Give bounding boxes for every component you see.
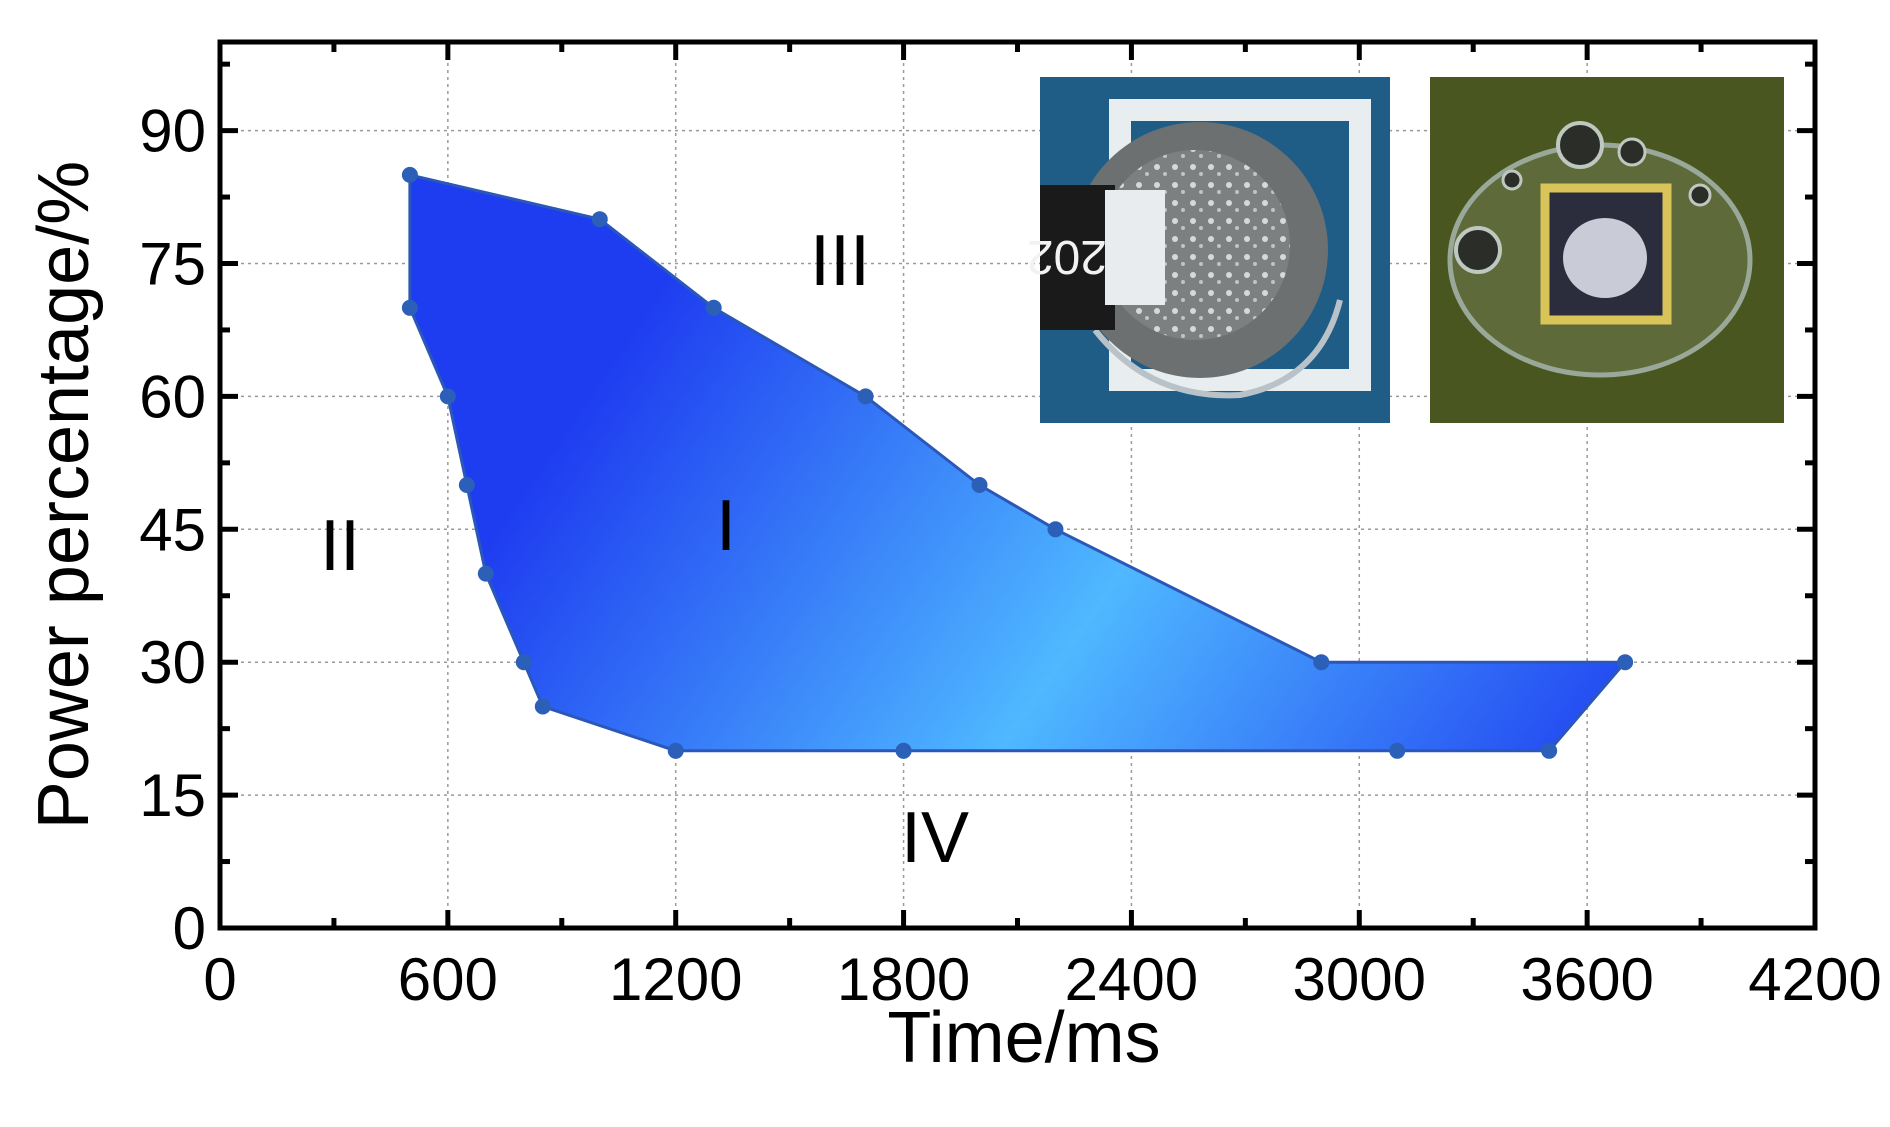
y-tick-label: 75 <box>139 231 206 298</box>
x-tick-label: 2400 <box>1065 946 1198 1013</box>
boundary-point <box>515 654 532 671</box>
region-label-I: I <box>716 486 736 566</box>
x-tick-label: 3000 <box>1293 946 1426 1013</box>
y-tick-label: 60 <box>139 363 206 430</box>
boundary-point <box>477 565 494 582</box>
x-tick-label: 3600 <box>1520 946 1653 1013</box>
y-tick-label: 15 <box>139 762 206 829</box>
x-tick-label: 1800 <box>837 946 970 1013</box>
boundary-point <box>458 477 475 493</box>
inset-photo-resistor: 202 <box>1027 77 1390 423</box>
resistor-marking: 202 <box>1027 230 1107 283</box>
y-tick-label: 90 <box>139 98 206 165</box>
y-tick-label: 30 <box>139 629 206 696</box>
boundary-point <box>1389 742 1406 759</box>
boundary-point <box>1541 742 1558 759</box>
boundary-point <box>1617 654 1634 671</box>
boundary-point <box>1047 521 1064 538</box>
region-label-II: II <box>320 506 360 586</box>
boundary-point <box>401 166 418 183</box>
x-axis-title: Time/ms <box>887 998 1160 1078</box>
boundary-point <box>1313 654 1330 671</box>
boundary-point <box>401 299 418 316</box>
region-label-IV: IV <box>901 798 969 878</box>
x-tick-label: 4200 <box>1748 946 1881 1013</box>
inset-photo-chip <box>1430 77 1784 423</box>
boundary-point <box>971 477 988 493</box>
boundary-point <box>667 742 684 759</box>
boundary-point <box>591 211 608 228</box>
boundary-point <box>439 388 456 405</box>
boundary-point <box>857 388 874 405</box>
x-tick-label: 1200 <box>609 946 742 1013</box>
plot-area <box>401 166 1634 759</box>
y-tick-label: 45 <box>139 496 206 563</box>
x-tick-label: 0 <box>203 946 236 1013</box>
boundary-point <box>895 742 912 759</box>
y-tick-label: 0 <box>173 895 206 962</box>
boundary-point <box>534 698 551 715</box>
region-label-III: III <box>810 221 870 301</box>
y-axis-title: Power percentage/% <box>24 161 104 829</box>
x-tick-label: 600 <box>398 946 498 1013</box>
axes: 0 600 1200 1800 2400 3000 3600 4200 0 15 30 45 60 75 9… <box>139 39 1882 1013</box>
boundary-point <box>705 299 722 316</box>
